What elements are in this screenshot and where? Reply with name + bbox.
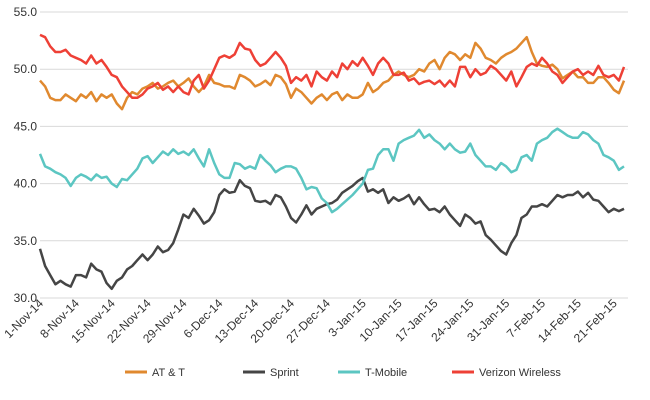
legend-label: T-Mobile: [365, 367, 407, 379]
series-line: [38, 127, 625, 214]
y-tick-label: 55.0: [14, 5, 38, 19]
series-line: [39, 33, 626, 100]
series-line: [38, 176, 625, 291]
y-tick-label: 45.0: [14, 119, 38, 133]
legend-label: Verizon Wireless: [479, 367, 561, 379]
y-tick-label: 35.0: [14, 234, 38, 248]
legend-label: Sprint: [270, 367, 299, 379]
series-line: [39, 35, 626, 111]
legend-label: AT & T: [152, 367, 185, 379]
y-tick-label: 30.0: [14, 291, 38, 305]
y-tick-label: 40.0: [14, 177, 38, 191]
y-tick-label: 50.0: [14, 62, 38, 76]
